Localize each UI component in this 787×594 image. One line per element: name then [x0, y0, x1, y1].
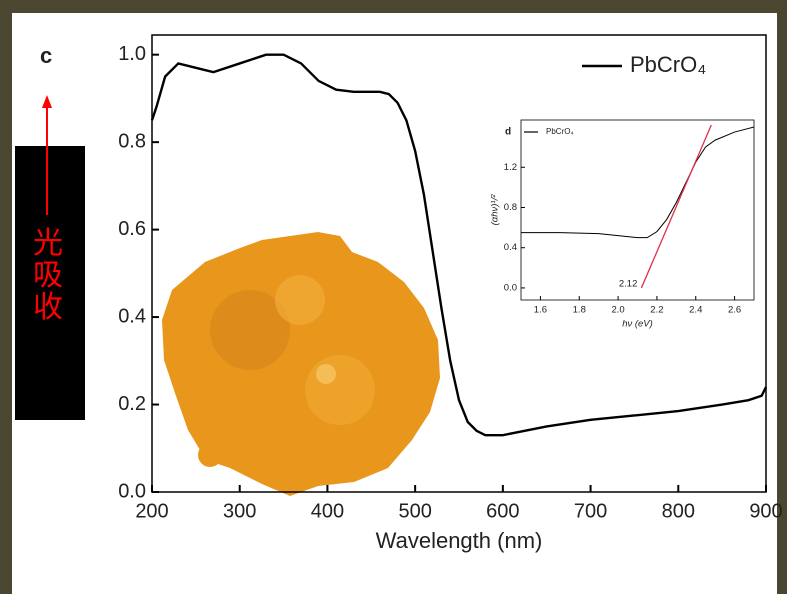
- x-tick-label: 200: [135, 500, 168, 522]
- x-tick-label: 2.0: [611, 305, 624, 316]
- x-tick-label: 500: [398, 500, 431, 522]
- plot-frame: [520, 119, 755, 301]
- x-tick-label: 2.2: [650, 305, 663, 316]
- y-tick-label: 0.8: [504, 202, 517, 213]
- x-tick-label: 1.8: [573, 305, 586, 316]
- y-tick-label: 0.0: [504, 282, 517, 293]
- annotation-box: [15, 146, 85, 420]
- tangent-line: [640, 124, 712, 289]
- x-tick-label: 400: [311, 500, 344, 522]
- y-tick-label: 0.0: [118, 480, 146, 502]
- annotation-arrowhead: [42, 95, 52, 108]
- x-tick-label: 1.6: [534, 305, 547, 316]
- x-tick-label: 700: [574, 500, 607, 522]
- y-tick-label: 0.8: [118, 130, 146, 152]
- y-tick-label: 1.0: [118, 43, 146, 65]
- x-axis-label: Wavelength (nm): [376, 528, 543, 553]
- data-line: [150, 53, 768, 437]
- y-tick-label: 0.4: [118, 305, 146, 327]
- legend-label: PbCrO₄: [546, 127, 574, 136]
- panel-label: d: [505, 127, 511, 138]
- y-tick-label: 0.6: [118, 218, 146, 240]
- x-tick-label: 300: [223, 500, 256, 522]
- x-tick-label: 2.6: [728, 305, 741, 316]
- x-tick-label: 800: [662, 500, 695, 522]
- panel-label: c: [40, 43, 52, 68]
- x-tick-label: 900: [749, 500, 782, 522]
- y-axis-label: (αhν)¹/²: [490, 194, 501, 226]
- x-axis-label: hν (eV): [622, 319, 653, 330]
- legend-label: PbCrO₄: [630, 52, 706, 77]
- y-tick-label: 0.4: [504, 242, 517, 253]
- data-line: [521, 126, 755, 239]
- plot-frame: [151, 34, 767, 493]
- powder-photo: [162, 232, 440, 496]
- x-tick-label: 2.4: [689, 305, 702, 316]
- annotation: 光吸收: [33, 226, 63, 325]
- tangent-label: 2.12: [619, 278, 638, 289]
- y-tick-label: 0.2: [118, 393, 146, 415]
- y-tick-label: 1.2: [504, 162, 517, 173]
- x-tick-label: 600: [486, 500, 519, 522]
